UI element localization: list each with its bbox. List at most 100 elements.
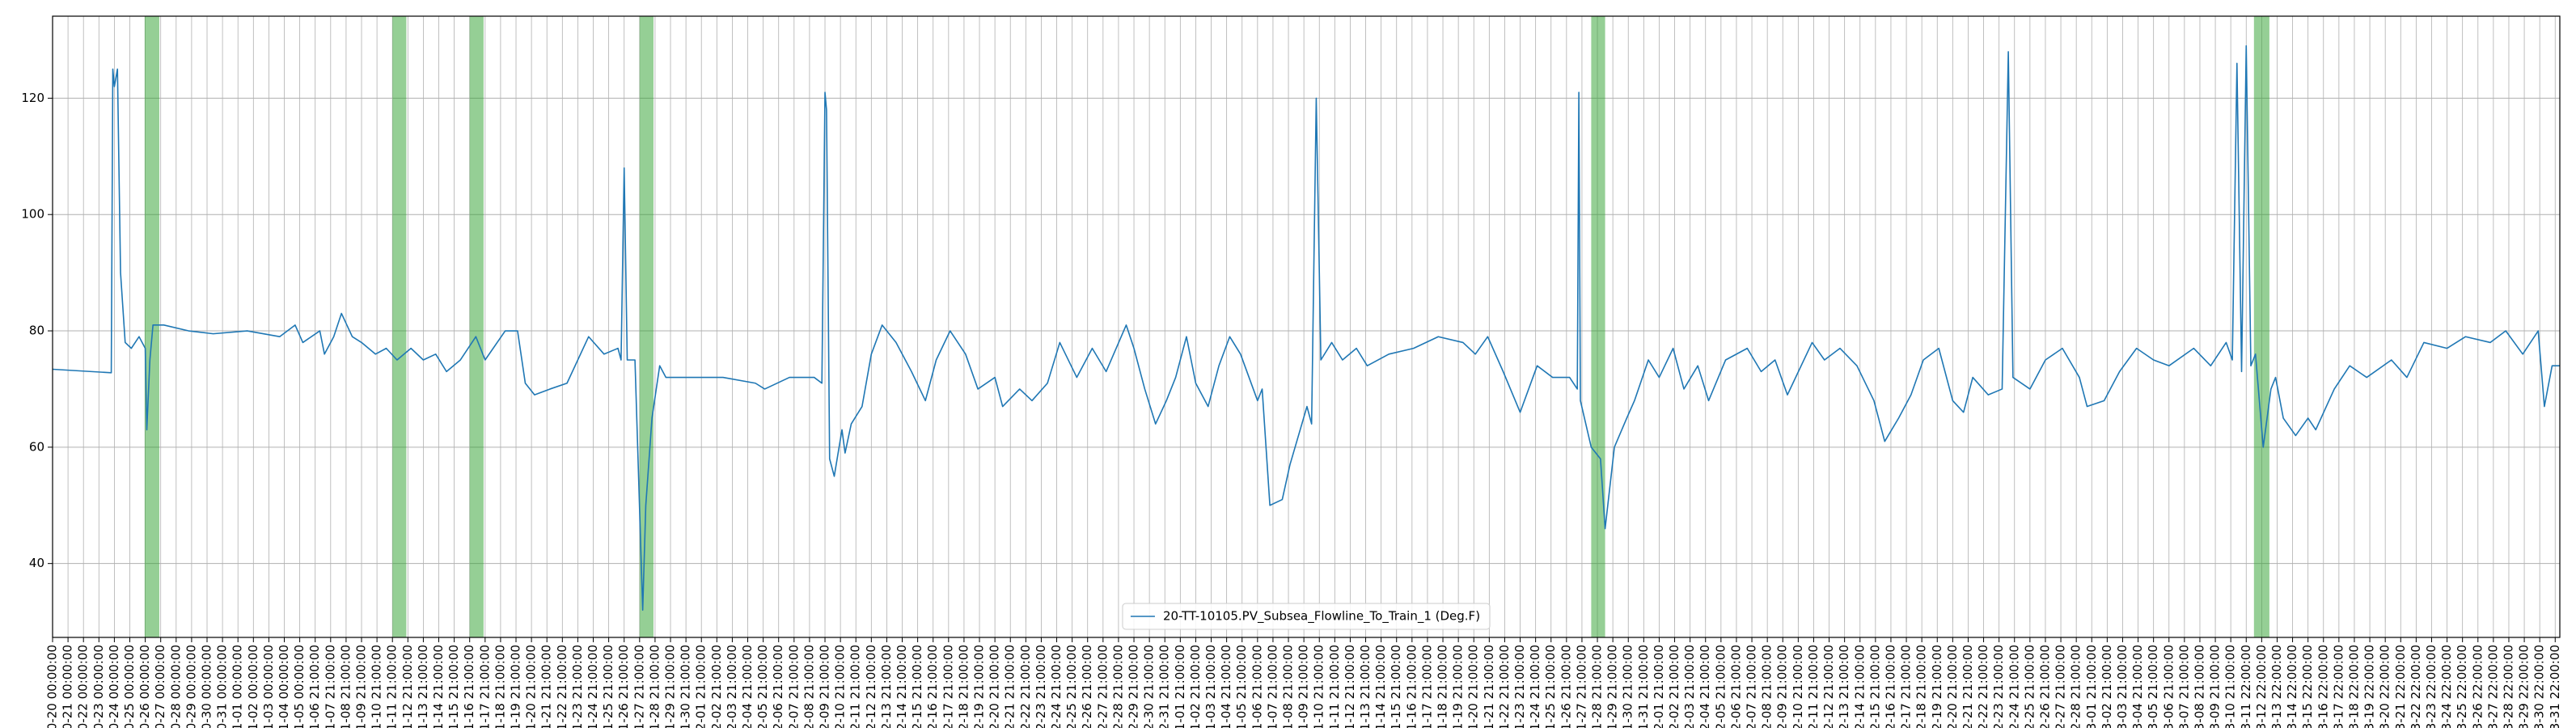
x-tick-label: 3-25 22:00:00 <box>2455 645 2469 728</box>
x-tick-label: 3-11 22:00:00 <box>2239 645 2253 728</box>
x-tick-label: 1-09 21:00:00 <box>354 645 369 728</box>
x-tick-label: 1-02 00:00:00 <box>246 645 260 728</box>
x-tick-label: 1-22 21:00:00 <box>555 645 569 728</box>
y-tick-label: 40 <box>29 556 44 570</box>
x-tick-label: 3-18 22:00:00 <box>2346 645 2361 728</box>
x-tick-label: 3-17 22:00:00 <box>2331 645 2345 728</box>
x-tick-label: 0-20 00:00:00 <box>45 645 60 728</box>
x-tick-label: 2-05 21:00:00 <box>1713 645 1728 728</box>
x-tick-label: 2-24 21:00:00 <box>1049 645 1064 728</box>
x-tick-label: 1-27 21:00:00 <box>1574 645 1588 728</box>
x-tick-label: 2-27 21:00:00 <box>2054 645 2068 728</box>
x-tick-label: 1-19 21:00:00 <box>1451 645 1466 728</box>
x-tick-label: 2-13 21:00:00 <box>879 645 894 728</box>
x-tick-label: 2-27 21:00:00 <box>1095 645 1110 728</box>
x-tick-label: 3-08 21:00:00 <box>2192 645 2206 728</box>
x-tick-label: 1-16 21:00:00 <box>462 645 476 728</box>
x-tick-label: 0-28 00:00:00 <box>168 645 183 728</box>
x-tick-label: 1-09 21:00:00 <box>1296 645 1311 728</box>
x-tick-label: 1-23 21:00:00 <box>570 645 585 728</box>
x-tick-label: 3-01 21:00:00 <box>2084 645 2099 728</box>
x-tick-label: 1-26 21:00:00 <box>616 645 631 728</box>
x-tick-label: 3-29 22:00:00 <box>2517 645 2532 728</box>
x-tick-label: 1-30 21:00:00 <box>679 645 693 728</box>
x-tick-label: 2-02 21:00:00 <box>1667 645 1681 728</box>
x-tick-label: 1-31 21:00:00 <box>1636 645 1651 728</box>
series-line <box>52 44 2560 611</box>
x-tick-label: 2-31 21:00:00 <box>1157 645 1172 728</box>
x-tick-label: 2-19 21:00:00 <box>1930 645 1944 728</box>
x-tick-label: 3-02 21:00:00 <box>2100 645 2114 728</box>
x-tick-label: 3-09 21:00:00 <box>2208 645 2223 728</box>
legend-box <box>1122 603 1491 630</box>
x-tick-label: 1-24 21:00:00 <box>586 645 600 728</box>
x-tick-label: 2-16 21:00:00 <box>925 645 940 728</box>
x-tick-label: 1-23 21:00:00 <box>1512 645 1527 728</box>
x-tick-label: 0-29 00:00:00 <box>184 645 198 728</box>
x-tick-label: 2-28 21:00:00 <box>1110 645 1125 728</box>
x-tick-label: 1-14 21:00:00 <box>431 645 446 728</box>
x-tick-label: 2-12 21:00:00 <box>864 645 878 728</box>
x-tick-label: 2-26 21:00:00 <box>1080 645 1094 728</box>
x-tick-label: 3-19 22:00:00 <box>2362 645 2377 728</box>
x-tick-label: 2-19 21:00:00 <box>972 645 987 728</box>
x-tick-label: 2-06 21:00:00 <box>1728 645 1743 728</box>
x-tick-label: 1-29 21:00:00 <box>663 645 678 728</box>
x-tick-label: 3-06 21:00:00 <box>2161 645 2176 728</box>
x-tick-label: 2-06 21:00:00 <box>771 645 785 728</box>
x-tick-label: 2-22 21:00:00 <box>1976 645 1990 728</box>
x-tick-label: 0-24 00:00:00 <box>107 645 121 728</box>
x-tick-label: 1-29 21:00:00 <box>1605 645 1620 728</box>
x-tick-label: 3-21 22:00:00 <box>2393 645 2408 728</box>
x-tick-label: 1-05 21:00:00 <box>1234 645 1249 728</box>
x-tick-label: 3-31 22:00:00 <box>2548 645 2562 728</box>
x-tick-label: 1-08 21:00:00 <box>338 645 353 728</box>
x-tick-label: 1-15 21:00:00 <box>446 645 461 728</box>
x-tick-label: 2-20 21:00:00 <box>1945 645 1960 728</box>
highlight-span <box>1591 16 1605 637</box>
x-tick-label: 1-21 21:00:00 <box>539 645 554 728</box>
x-tick-label: 1-03 21:00:00 <box>1203 645 1218 728</box>
x-tick-label: 1-06 21:00:00 <box>1250 645 1264 728</box>
x-tick-label: 1-17 21:00:00 <box>477 645 492 728</box>
x-tick-label: 3-12 22:00:00 <box>2254 645 2269 728</box>
x-tick-label: 2-25 21:00:00 <box>2022 645 2037 728</box>
plot-background <box>53 16 2560 637</box>
x-tick-label: 1-18 21:00:00 <box>493 645 507 728</box>
x-tick-label: 2-15 21:00:00 <box>910 645 924 728</box>
x-tick-label: 1-19 21:00:00 <box>509 645 523 728</box>
x-tick-label: 3-23 22:00:00 <box>2424 645 2439 728</box>
x-tick-label: 3-05 21:00:00 <box>2146 645 2160 728</box>
x-tick-label: 2-04 21:00:00 <box>1698 645 1712 728</box>
x-tick-label: 2-07 21:00:00 <box>1745 645 1759 728</box>
plot-frame <box>52 15 2561 638</box>
x-tick-label: 2-18 21:00:00 <box>956 645 971 728</box>
x-tick-label: 3-16 22:00:00 <box>2316 645 2330 728</box>
x-tick-label: 1-25 21:00:00 <box>1543 645 1558 728</box>
x-tick-label: 1-01 21:00:00 <box>1173 645 1187 728</box>
x-tick-label: 3-03 21:00:00 <box>2115 645 2130 728</box>
x-tick-label: 2-09 21:00:00 <box>818 645 832 728</box>
x-tick-label: 2-26 21:00:00 <box>2037 645 2052 728</box>
x-tick-label: 1-24 21:00:00 <box>1528 645 1542 728</box>
x-tick-label: 2-13 21:00:00 <box>1837 645 1851 728</box>
x-tick-label: 1-01 00:00:00 <box>231 645 245 728</box>
x-tick-label: 3-27 22:00:00 <box>2485 645 2500 728</box>
x-tick-label: 2-21 21:00:00 <box>1003 645 1017 728</box>
x-tick-label: 3-13 22:00:00 <box>2269 645 2284 728</box>
x-tick-label: 0-23 00:00:00 <box>91 645 106 728</box>
x-tick-label: 2-11 21:00:00 <box>848 645 863 728</box>
x-tick-label: 1-28 21:00:00 <box>647 645 662 728</box>
x-tick-label: 1-08 21:00:00 <box>1281 645 1296 728</box>
x-tick-label: 1-11 21:00:00 <box>1327 645 1342 728</box>
x-tick-label: 3-07 21:00:00 <box>2176 645 2191 728</box>
x-tick-label: 1-11 21:00:00 <box>385 645 400 728</box>
x-tick-label: 2-10 21:00:00 <box>833 645 848 728</box>
x-tick-label: 2-01 21:00:00 <box>1652 645 1666 728</box>
x-tick-label: 2-17 21:00:00 <box>1899 645 1914 728</box>
highlight-span <box>2253 16 2269 637</box>
x-tick-label: 2-08 21:00:00 <box>802 645 816 728</box>
legend-label: 20-TT-10105.PV_Subsea_Flowline_To_Train_… <box>1163 609 1480 624</box>
x-tick-label: 2-21 21:00:00 <box>1961 645 1975 728</box>
